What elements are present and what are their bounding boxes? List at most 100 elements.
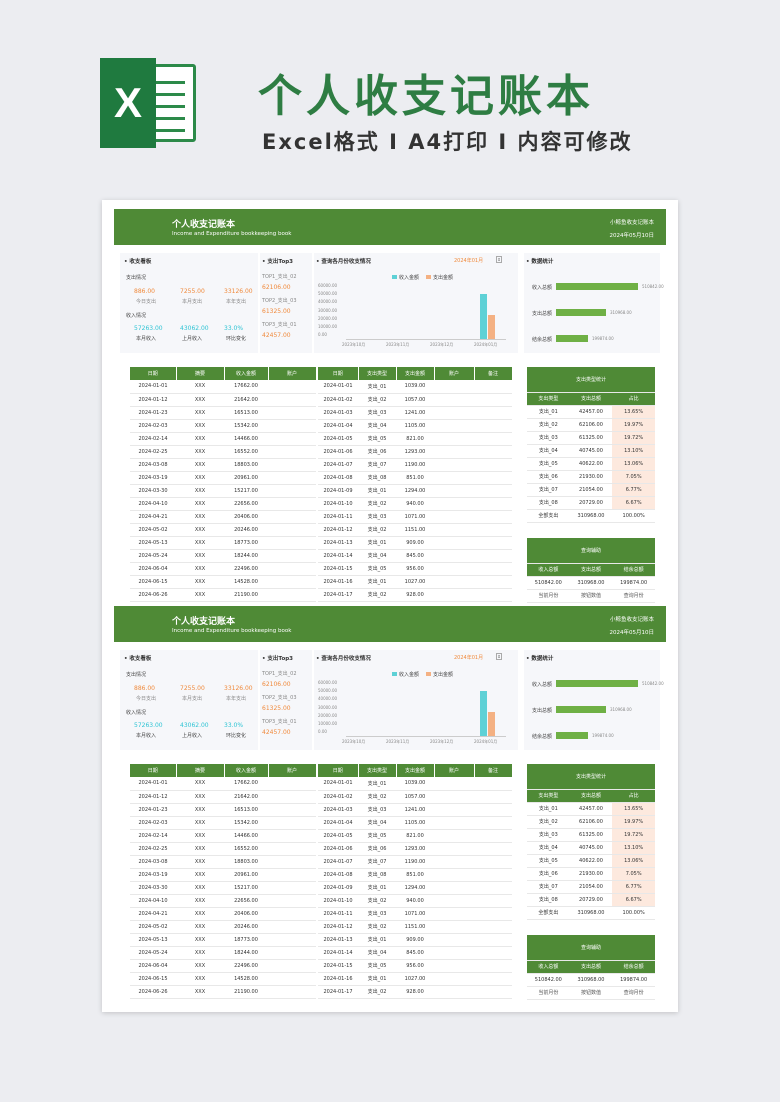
table-cell[interactable]: 2024-01-16 (318, 972, 358, 986)
table-cell[interactable] (474, 855, 512, 869)
table-cell[interactable]: 1151.00 (396, 523, 434, 537)
table-cell[interactable] (474, 894, 512, 908)
table-cell[interactable] (474, 920, 512, 934)
table-cell[interactable]: 16513.00 (224, 406, 268, 420)
table-cell[interactable] (434, 816, 474, 830)
table-cell[interactable]: XXX (176, 484, 224, 498)
table-cell[interactable]: 16513.00 (224, 803, 268, 817)
table-cell[interactable] (474, 946, 512, 960)
table-cell[interactable]: 2024-02-14 (130, 432, 176, 446)
table-cell[interactable] (268, 406, 316, 420)
table-cell[interactable]: 2024-05-02 (130, 920, 176, 934)
table-cell[interactable]: 2024-01-10 (318, 497, 358, 511)
table-cell[interactable]: 支出_04 (358, 946, 396, 960)
table-cell[interactable]: 2024-02-25 (130, 842, 176, 856)
table-cell[interactable]: 2024-01-17 (318, 588, 358, 602)
table-cell[interactable]: 2024-01-03 (318, 406, 358, 420)
table-cell[interactable] (434, 419, 474, 433)
table-cell[interactable]: XXX (176, 920, 224, 934)
table-cell[interactable]: 支出_05 (358, 432, 396, 446)
table-cell[interactable]: 1105.00 (396, 419, 434, 433)
table-cell[interactable]: 2024-01-12 (318, 523, 358, 537)
table-cell[interactable]: 2024-06-04 (130, 562, 176, 576)
table-cell[interactable]: 18244.00 (224, 549, 268, 563)
table-cell[interactable]: 851.00 (396, 868, 434, 882)
table-cell[interactable] (434, 946, 474, 960)
table-cell[interactable] (434, 868, 474, 882)
table-cell[interactable] (434, 497, 474, 511)
table-cell[interactable] (474, 445, 512, 459)
table-cell[interactable] (474, 816, 512, 830)
table-cell[interactable]: 2024-01-04 (318, 816, 358, 830)
table-cell[interactable]: 940.00 (396, 894, 434, 908)
table-cell[interactable]: 2024-03-19 (130, 868, 176, 882)
table-cell[interactable]: 16552.00 (224, 842, 268, 856)
spinner-icon[interactable]: ⇕ (496, 256, 502, 263)
table-cell[interactable]: 2024-05-13 (130, 536, 176, 550)
table-cell[interactable]: 2024-06-26 (130, 588, 176, 602)
table-cell[interactable]: 18803.00 (224, 458, 268, 472)
table-cell[interactable] (434, 777, 474, 791)
table-cell[interactable] (268, 855, 316, 869)
table-cell[interactable]: 14528.00 (224, 972, 268, 986)
table-cell[interactable] (474, 881, 512, 895)
table-cell[interactable]: XXX (176, 829, 224, 843)
table-cell[interactable] (474, 829, 512, 843)
table-cell[interactable] (474, 497, 512, 511)
table-cell[interactable]: 18244.00 (224, 946, 268, 960)
table-cell[interactable]: 2024-01-23 (130, 406, 176, 420)
table-cell[interactable] (434, 842, 474, 856)
table-cell[interactable] (434, 920, 474, 934)
table-cell[interactable]: 2024-02-03 (130, 816, 176, 830)
table-cell[interactable]: 956.00 (396, 959, 434, 973)
table-cell[interactable] (434, 907, 474, 921)
table-cell[interactable]: 支出_01 (358, 575, 396, 589)
table-cell[interactable]: 支出_03 (358, 907, 396, 921)
table-cell[interactable] (268, 803, 316, 817)
table-cell[interactable]: 2024-03-30 (130, 881, 176, 895)
table-cell[interactable]: 18773.00 (224, 536, 268, 550)
table-cell[interactable]: 支出_04 (358, 816, 396, 830)
table-cell[interactable]: XXX (176, 946, 224, 960)
table-cell[interactable]: XXX (176, 894, 224, 908)
table-cell[interactable]: 2024-01-17 (318, 985, 358, 999)
table-cell[interactable]: 2024-01-12 (130, 790, 176, 804)
table-cell[interactable] (268, 777, 316, 791)
table-cell[interactable] (268, 549, 316, 563)
table-cell[interactable]: 1027.00 (396, 575, 434, 589)
table-cell[interactable]: XXX (176, 959, 224, 973)
table-cell[interactable]: 20961.00 (224, 868, 268, 882)
table-cell[interactable] (268, 985, 316, 999)
table-cell[interactable] (474, 790, 512, 804)
table-cell[interactable]: 2024-01-13 (318, 933, 358, 947)
table-cell[interactable]: 2024-03-08 (130, 458, 176, 472)
table-cell[interactable] (434, 881, 474, 895)
table-cell[interactable]: 支出_02 (358, 588, 396, 602)
table-cell[interactable] (474, 985, 512, 999)
table-cell[interactable]: 支出_06 (358, 445, 396, 459)
table-cell[interactable]: 1071.00 (396, 907, 434, 921)
table-cell[interactable] (474, 842, 512, 856)
table-cell[interactable]: 2024-03-19 (130, 471, 176, 485)
table-cell[interactable]: 15342.00 (224, 816, 268, 830)
month-query-select[interactable]: 2024年01月 (454, 258, 484, 264)
table-cell[interactable] (434, 445, 474, 459)
table-cell[interactable] (434, 829, 474, 843)
table-cell[interactable]: XXX (176, 432, 224, 446)
table-cell[interactable]: 2024-01-08 (318, 471, 358, 485)
table-cell[interactable] (434, 484, 474, 498)
table-cell[interactable]: 1241.00 (396, 803, 434, 817)
table-cell[interactable]: XXX (176, 562, 224, 576)
table-cell[interactable] (474, 588, 512, 602)
table-cell[interactable]: 15217.00 (224, 881, 268, 895)
table-cell[interactable]: 2024-01-01 (318, 380, 358, 394)
table-cell[interactable]: 支出_08 (358, 868, 396, 882)
table-cell[interactable] (474, 972, 512, 986)
table-cell[interactable]: 支出_01 (358, 777, 396, 791)
table-cell[interactable]: 支出_01 (358, 972, 396, 986)
table-cell[interactable]: 17662.00 (224, 380, 268, 394)
table-cell[interactable] (474, 549, 512, 563)
table-cell[interactable]: 2024-01-15 (318, 562, 358, 576)
table-cell[interactable]: 1294.00 (396, 484, 434, 498)
table-cell[interactable]: XXX (176, 458, 224, 472)
